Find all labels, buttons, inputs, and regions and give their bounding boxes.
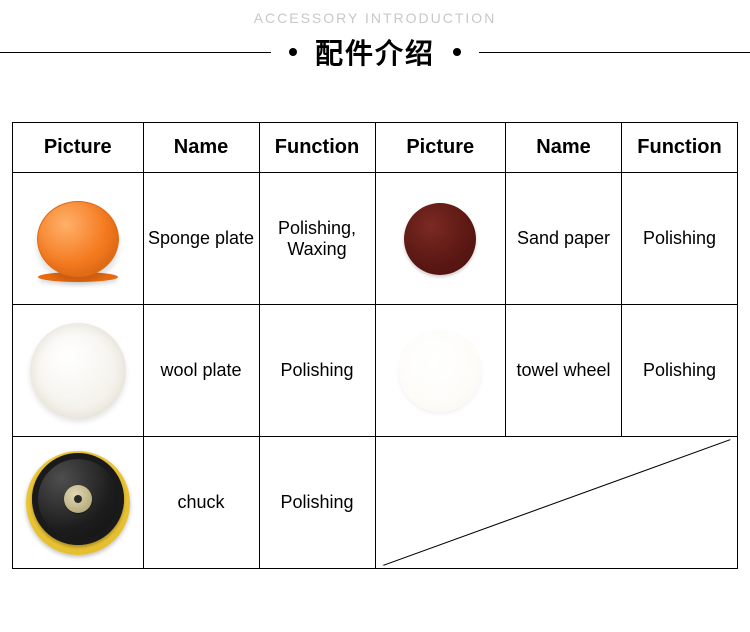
dot-left bbox=[289, 48, 297, 56]
col-name-1: Name bbox=[143, 123, 259, 173]
cell-picture bbox=[375, 173, 506, 305]
col-function-1: Function bbox=[259, 123, 375, 173]
chuck-icon bbox=[24, 449, 132, 557]
cell-function: Polishing bbox=[622, 173, 738, 305]
cell-picture bbox=[13, 173, 144, 305]
table-header-row: Picture Name Function Picture Name Funct… bbox=[13, 123, 738, 173]
col-picture-1: Picture bbox=[13, 123, 144, 173]
cell-function: Polishing, Waxing bbox=[259, 173, 375, 305]
page-title: 配件介绍 bbox=[315, 32, 435, 72]
table-row: Sponge plate Polishing, Waxing Sand pape… bbox=[13, 173, 738, 305]
col-picture-2: Picture bbox=[375, 123, 506, 173]
accessory-table-wrap: Picture Name Function Picture Name Funct… bbox=[0, 72, 750, 569]
sponge-plate-icon bbox=[37, 201, 119, 277]
cell-picture bbox=[13, 305, 144, 437]
divider-right bbox=[479, 52, 750, 53]
table-row: wool plate Polishing towel wheel Polishi… bbox=[13, 305, 738, 437]
sand-paper-icon bbox=[404, 203, 476, 275]
header: ACCESSORY INTRODUCTION 配件介绍 bbox=[0, 0, 750, 72]
divider-left bbox=[0, 52, 271, 53]
cell-function: Polishing bbox=[259, 305, 375, 437]
cell-function: Polishing bbox=[259, 437, 375, 569]
cell-name: Sponge plate bbox=[143, 173, 259, 305]
subtitle: ACCESSORY INTRODUCTION bbox=[0, 10, 750, 26]
empty-diagonal-cell bbox=[375, 437, 738, 569]
cell-name: wool plate bbox=[143, 305, 259, 437]
cell-name: Sand paper bbox=[506, 173, 622, 305]
cell-function: Polishing bbox=[622, 305, 738, 437]
cell-picture bbox=[375, 305, 506, 437]
towel-wheel-icon bbox=[399, 330, 481, 412]
cell-name: chuck bbox=[143, 437, 259, 569]
table-row: chuck Polishing bbox=[13, 437, 738, 569]
dot-right bbox=[453, 48, 461, 56]
col-name-2: Name bbox=[506, 123, 622, 173]
diagonal-line-icon bbox=[376, 437, 738, 568]
title-row: 配件介绍 bbox=[0, 32, 750, 72]
accessory-table: Picture Name Function Picture Name Funct… bbox=[12, 122, 738, 569]
cell-name: towel wheel bbox=[506, 305, 622, 437]
col-function-2: Function bbox=[622, 123, 738, 173]
wool-plate-icon bbox=[30, 323, 126, 419]
cell-picture bbox=[13, 437, 144, 569]
